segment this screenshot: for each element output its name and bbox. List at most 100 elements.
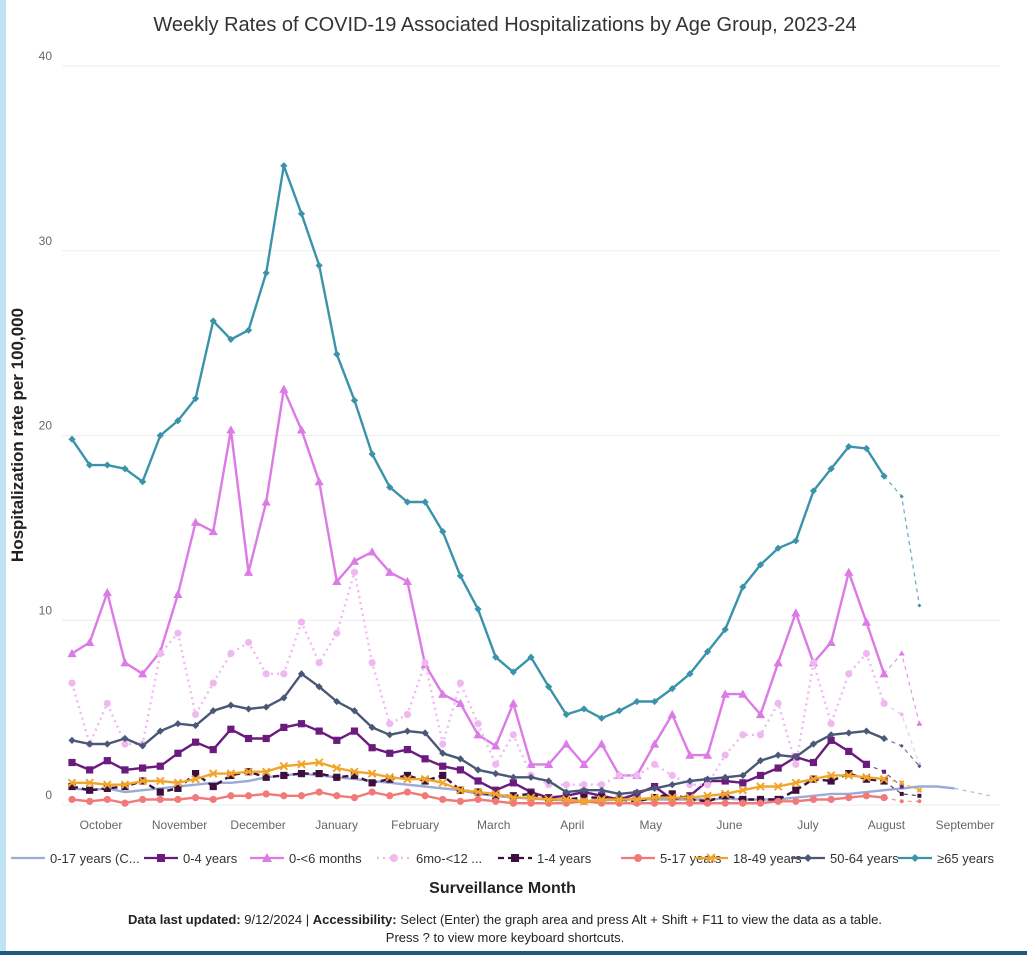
data-point[interactable] xyxy=(227,771,235,780)
data-point[interactable] xyxy=(403,771,412,780)
data-point[interactable] xyxy=(899,799,904,804)
data-point[interactable] xyxy=(456,679,464,687)
data-point[interactable] xyxy=(156,762,164,770)
data-point[interactable] xyxy=(227,725,235,733)
data-point[interactable] xyxy=(297,720,306,728)
data-point[interactable] xyxy=(579,796,589,806)
data-point[interactable] xyxy=(844,771,854,780)
data-point[interactable] xyxy=(474,795,482,804)
data-point[interactable] xyxy=(191,774,200,784)
data-point[interactable] xyxy=(209,782,217,791)
data-point[interactable] xyxy=(880,472,888,480)
data-point[interactable] xyxy=(456,572,464,580)
data-point[interactable] xyxy=(720,689,730,698)
data-point[interactable] xyxy=(773,658,783,667)
data-point[interactable] xyxy=(156,795,164,804)
data-point[interactable] xyxy=(862,760,871,768)
data-point[interactable] xyxy=(350,568,359,576)
data-point[interactable] xyxy=(368,450,376,458)
data-point[interactable] xyxy=(103,757,111,765)
data-point[interactable] xyxy=(386,720,394,728)
data-point[interactable] xyxy=(103,461,111,469)
legend-item[interactable]: 18-49 years xyxy=(693,848,802,868)
data-point[interactable] xyxy=(68,679,76,687)
data-point[interactable] xyxy=(403,788,412,796)
data-point[interactable] xyxy=(67,648,77,658)
data-point[interactable] xyxy=(85,778,94,788)
data-point[interactable] xyxy=(809,774,818,784)
data-point[interactable] xyxy=(685,793,695,802)
legend-item[interactable]: 6mo-<12 ... xyxy=(376,848,482,868)
data-point[interactable] xyxy=(862,649,871,658)
data-point[interactable] xyxy=(880,777,888,785)
data-point[interactable] xyxy=(845,729,853,737)
data-point[interactable] xyxy=(297,210,306,218)
data-point[interactable] xyxy=(209,707,217,715)
data-point[interactable] xyxy=(121,799,129,807)
data-point[interactable] xyxy=(386,749,394,757)
data-point[interactable] xyxy=(438,689,448,698)
data-point[interactable] xyxy=(845,442,853,451)
data-point[interactable] xyxy=(190,517,201,526)
data-point[interactable] xyxy=(544,759,554,768)
data-point[interactable] xyxy=(455,698,465,707)
data-point[interactable] xyxy=(650,697,659,706)
data-point[interactable] xyxy=(702,750,713,759)
data-point[interactable] xyxy=(739,731,747,739)
data-point[interactable] xyxy=(862,792,871,800)
data-point[interactable] xyxy=(156,727,164,735)
data-point[interactable] xyxy=(615,790,623,798)
data-point[interactable] xyxy=(509,792,517,800)
data-point[interactable] xyxy=(280,723,288,732)
data-point[interactable] xyxy=(385,772,395,782)
data-point[interactable] xyxy=(156,431,164,440)
data-point[interactable] xyxy=(226,769,236,778)
data-point[interactable] xyxy=(562,781,570,789)
data-point[interactable] xyxy=(597,795,606,804)
data-point[interactable] xyxy=(421,792,429,800)
data-point[interactable] xyxy=(792,753,800,761)
data-point[interactable] xyxy=(262,734,270,743)
data-point[interactable] xyxy=(121,766,129,774)
data-point[interactable] xyxy=(703,799,712,807)
data-point[interactable] xyxy=(792,760,800,768)
data-point[interactable] xyxy=(598,714,606,722)
data-point[interactable] xyxy=(315,769,323,778)
data-point[interactable] xyxy=(774,751,782,759)
data-point[interactable] xyxy=(632,795,642,804)
series-line[interactable] xyxy=(71,722,868,801)
data-point[interactable] xyxy=(562,795,571,804)
chart-area[interactable]: 0 10 20 30 40 October November December January… xyxy=(0,0,1027,845)
data-point[interactable] xyxy=(917,793,922,798)
data-point[interactable] xyxy=(562,788,570,796)
data-point[interactable] xyxy=(899,791,904,796)
data-point[interactable] xyxy=(262,703,270,711)
data-point[interactable] xyxy=(809,758,818,767)
data-point[interactable] xyxy=(492,786,500,794)
data-point[interactable] xyxy=(296,425,307,434)
data-point[interactable] xyxy=(827,720,835,728)
data-point[interactable] xyxy=(244,638,253,647)
data-point[interactable] xyxy=(262,269,270,277)
data-point[interactable] xyxy=(139,764,147,772)
data-point[interactable] xyxy=(738,689,748,698)
data-point[interactable] xyxy=(315,261,323,270)
data-point[interactable] xyxy=(120,780,130,789)
data-point[interactable] xyxy=(650,760,659,768)
data-point[interactable] xyxy=(633,771,641,780)
data-point[interactable] xyxy=(474,605,482,613)
data-point[interactable] xyxy=(826,771,836,780)
data-point[interactable] xyxy=(703,775,712,783)
data-point[interactable] xyxy=(827,731,835,739)
data-point[interactable] xyxy=(244,767,253,777)
data-point[interactable] xyxy=(403,727,412,735)
data-point[interactable] xyxy=(791,608,801,617)
data-point[interactable] xyxy=(916,720,923,726)
data-point[interactable] xyxy=(85,637,95,647)
legend-item[interactable]: 0-4 years xyxy=(143,848,237,868)
data-point[interactable] xyxy=(385,567,395,576)
legend-item[interactable]: ≥65 years xyxy=(897,848,994,868)
data-point[interactable] xyxy=(580,781,588,789)
data-point[interactable] xyxy=(315,788,323,796)
data-point[interactable] xyxy=(650,793,659,802)
